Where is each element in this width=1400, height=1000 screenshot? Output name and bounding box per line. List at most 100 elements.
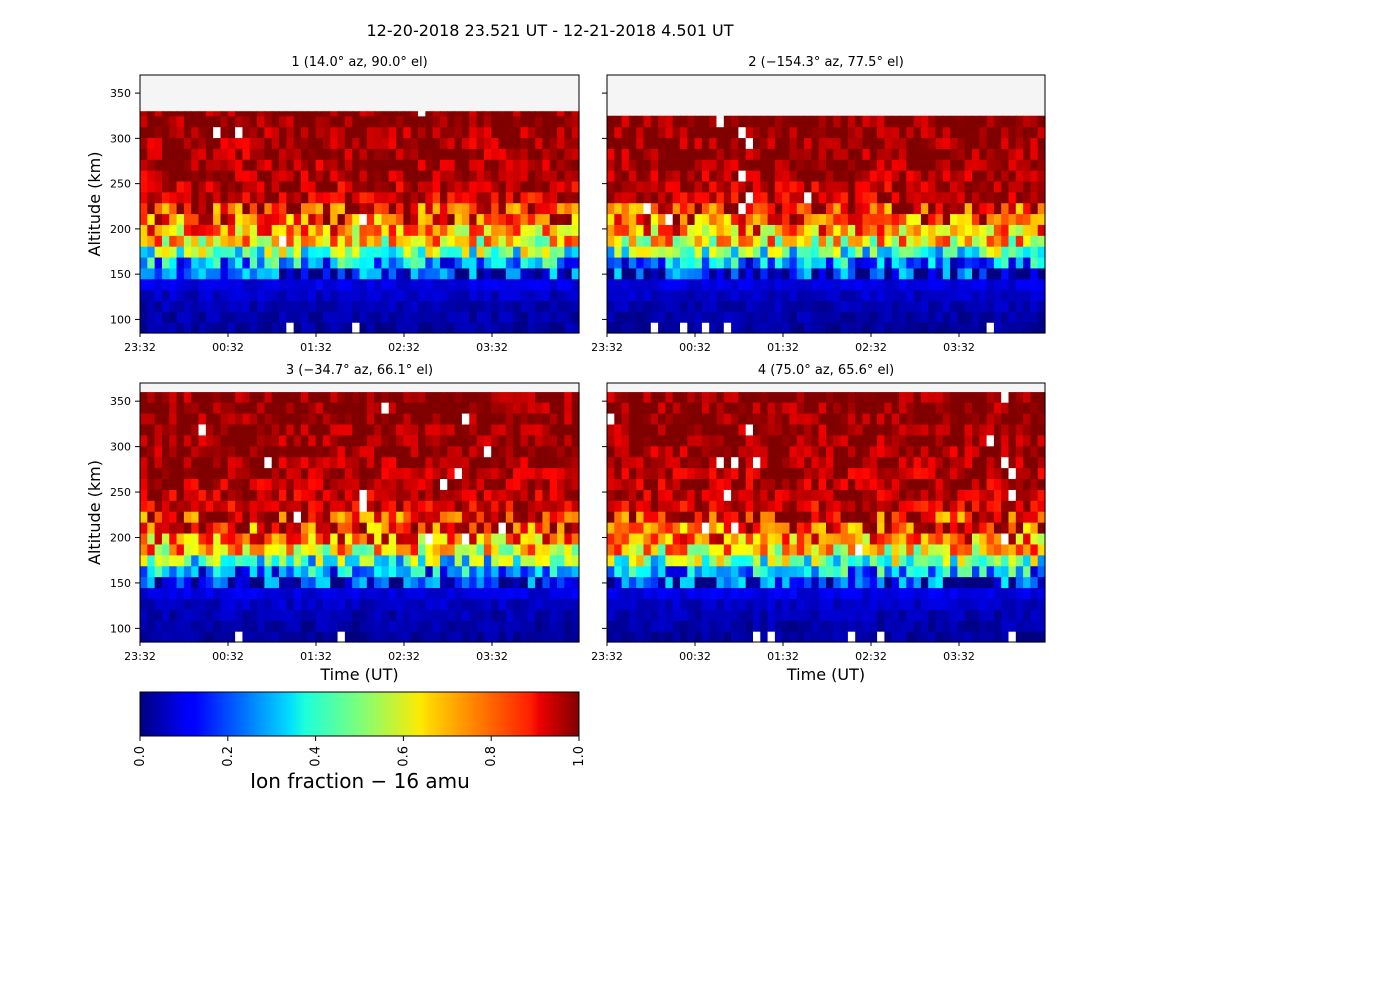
heatmap-cell	[738, 246, 747, 258]
heatmap-cell	[738, 300, 747, 312]
heatmap-cell	[235, 532, 244, 545]
heatmap-cell	[381, 159, 390, 171]
heatmap-cell	[818, 256, 827, 269]
heatmap-cell	[658, 511, 666, 523]
heatmap-cell	[789, 445, 798, 458]
heatmap-cell	[840, 489, 849, 501]
heatmap-cell	[293, 202, 302, 215]
heatmap-cell	[650, 598, 659, 610]
heatmap-cell	[410, 402, 419, 414]
heatmap-cell	[564, 111, 573, 117]
heatmap-cell	[709, 620, 718, 632]
heatmap-cell	[396, 224, 404, 236]
heatmap-cell	[694, 478, 703, 490]
heatmap-cell	[344, 543, 353, 556]
heatmap-cell	[300, 576, 309, 589]
heatmap-cell	[535, 267, 544, 280]
heatmap-cell	[628, 467, 637, 480]
heatmap-cell	[461, 576, 470, 589]
heatmap-cell	[293, 246, 302, 258]
heatmap-cell	[557, 598, 565, 610]
heatmap-cell	[542, 235, 551, 247]
heatmap-cell	[461, 423, 470, 436]
heatmap-cell	[928, 620, 937, 632]
heatmap-cell	[469, 554, 478, 567]
heatmap-cell	[920, 159, 929, 171]
heatmap-cell	[687, 289, 696, 302]
heatmap-cell	[701, 532, 710, 545]
heatmap-cell	[505, 445, 514, 458]
heatmap-cell	[227, 170, 236, 182]
heatmap-cell	[410, 267, 419, 280]
heatmap-cell	[557, 191, 565, 204]
heatmap-cell	[1015, 300, 1024, 312]
heatmap-cell	[176, 511, 185, 523]
heatmap-cell	[176, 246, 185, 258]
heatmap-cell	[396, 191, 404, 204]
heatmap-cell	[476, 554, 485, 567]
heatmap-cell	[549, 445, 558, 458]
heatmap-cell	[935, 115, 944, 128]
heatmap-cell	[359, 423, 368, 436]
heatmap-cell	[396, 148, 404, 160]
heatmap-cell	[723, 159, 732, 171]
heatmap-cell	[672, 423, 681, 436]
heatmap-cell	[826, 392, 834, 403]
heatmap-cell	[658, 554, 666, 567]
heatmap-cell	[447, 235, 456, 247]
heatmap-cell	[687, 423, 696, 436]
heatmap-cell	[461, 111, 470, 117]
heatmap-cell	[344, 434, 353, 447]
heatmap-cell	[381, 148, 390, 160]
heatmap-cell	[140, 392, 148, 403]
heatmap-cell	[796, 191, 805, 204]
heatmap-cell	[498, 587, 507, 599]
heatmap-panel-4: 4 (75.0° az, 65.6° el)23:32 00:32 01:32 02:…	[591, 363, 1046, 684]
heatmap-cell	[425, 267, 434, 280]
heatmap-cell	[564, 543, 573, 556]
heatmap-cell	[964, 170, 973, 182]
heatmap-cell	[782, 543, 791, 556]
heatmap-cell	[191, 587, 200, 599]
heatmap-cell	[672, 191, 681, 204]
heatmap-cell	[220, 126, 229, 139]
heatmap-cell	[308, 434, 317, 447]
heatmap-cell	[469, 115, 478, 128]
heatmap-cell	[571, 180, 580, 193]
heatmap-cell	[542, 576, 551, 589]
heatmap-cell	[753, 423, 761, 436]
heatmap-cell	[614, 576, 623, 589]
heatmap-cell	[913, 522, 922, 534]
heatmap-cell	[498, 511, 507, 523]
heatmap-cell	[271, 111, 280, 117]
heatmap-cell	[454, 246, 463, 258]
heatmap-cell	[381, 402, 390, 414]
heatmap-cell	[418, 278, 426, 291]
heatmap-cell	[293, 522, 302, 534]
heatmap-cell	[366, 576, 375, 589]
heatmap-cell	[862, 532, 871, 545]
heatmap-cell	[972, 180, 980, 193]
heatmap-cell	[293, 256, 302, 269]
heatmap-cell	[432, 159, 441, 171]
heatmap-cell	[826, 489, 834, 501]
heatmap-cell	[796, 137, 805, 149]
heatmap-cell	[899, 587, 907, 599]
heatmap-cell	[767, 322, 776, 334]
heatmap-cell	[862, 500, 871, 512]
heatmap-cell	[716, 511, 725, 523]
heatmap-cell	[716, 543, 725, 556]
heatmap-cell	[862, 235, 871, 247]
heatmap-cell	[658, 267, 666, 280]
heatmap-cell	[745, 202, 754, 215]
heatmap-cell	[147, 412, 156, 425]
heatmap-cell	[826, 554, 834, 567]
heatmap-cell	[549, 456, 558, 469]
heatmap-cell	[344, 609, 353, 621]
heatmap-cell	[242, 224, 251, 236]
heatmap-cell	[491, 213, 500, 225]
heatmap-cell	[680, 256, 688, 269]
heatmap-cell	[760, 159, 769, 171]
heatmap-cell	[344, 565, 353, 578]
heatmap-cell	[723, 554, 732, 567]
